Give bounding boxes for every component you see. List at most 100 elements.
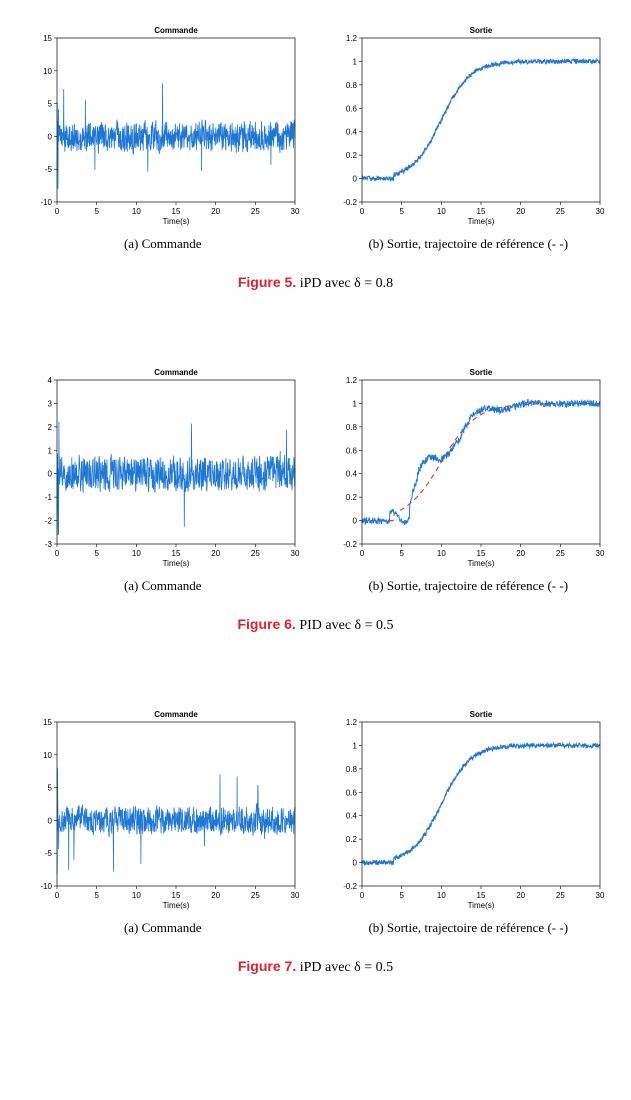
- subcaption-left: (a) Commande: [124, 578, 202, 594]
- svg-text:25: 25: [251, 891, 260, 900]
- svg-text:0.6: 0.6: [346, 446, 358, 455]
- svg-text:0: 0: [47, 816, 52, 825]
- svg-text:-3: -3: [45, 540, 53, 549]
- figure-number: Figure 6.: [237, 616, 295, 632]
- figure-caption-text: iPD avec δ = 0.5: [296, 960, 393, 975]
- subcaption-right: (b) Sortie, trajectoire de référence (- …: [368, 920, 568, 936]
- svg-text:25: 25: [251, 207, 260, 216]
- svg-text:Sortie: Sortie: [470, 368, 493, 377]
- svg-text:1: 1: [353, 741, 358, 750]
- svg-text:Commande: Commande: [154, 710, 198, 719]
- svg-text:0.4: 0.4: [346, 812, 358, 821]
- svg-text:0.4: 0.4: [346, 470, 358, 479]
- svg-text:-10: -10: [40, 882, 52, 891]
- svg-text:30: 30: [290, 207, 299, 216]
- svg-text:0.8: 0.8: [346, 81, 358, 90]
- svg-text:10: 10: [43, 751, 52, 760]
- svg-text:1.2: 1.2: [346, 376, 358, 385]
- figure-row: Commande051015202530-3-2-101234Time(s)(a…: [20, 362, 611, 594]
- svg-text:5: 5: [400, 891, 405, 900]
- figure-caption-text: PID avec δ = 0.5: [296, 618, 394, 633]
- figure-caption: Figure 5. iPD avec δ = 0.8: [20, 274, 611, 292]
- svg-text:20: 20: [516, 891, 525, 900]
- svg-text:0: 0: [360, 891, 365, 900]
- svg-text:10: 10: [132, 891, 141, 900]
- svg-text:20: 20: [211, 207, 220, 216]
- svg-text:30: 30: [596, 207, 605, 216]
- svg-text:Time(s): Time(s): [162, 559, 189, 568]
- svg-text:-2: -2: [45, 517, 53, 526]
- svg-text:Time(s): Time(s): [468, 559, 495, 568]
- svg-text:1: 1: [353, 57, 358, 66]
- svg-text:15: 15: [477, 549, 486, 558]
- svg-text:Time(s): Time(s): [468, 901, 495, 910]
- panel-commande: Commande051015202530-10-5051015Time(s)(a…: [20, 704, 306, 936]
- figure-caption: Figure 6. PID avec δ = 0.5: [20, 616, 611, 634]
- figure-caption-text: iPD avec δ = 0.8: [296, 276, 393, 291]
- figure-number: Figure 5.: [238, 274, 296, 290]
- panel-sortie: Sortie051015202530-0.200.20.40.60.811.2T…: [326, 704, 612, 936]
- svg-text:10: 10: [132, 207, 141, 216]
- svg-text:Time(s): Time(s): [162, 901, 189, 910]
- svg-text:30: 30: [596, 891, 605, 900]
- svg-text:1: 1: [353, 399, 358, 408]
- svg-text:-0.2: -0.2: [343, 882, 357, 891]
- subcaption-right: (b) Sortie, trajectoire de référence (- …: [368, 236, 568, 252]
- panel-sortie: Sortie051015202530-0.200.20.40.60.811.2T…: [326, 362, 612, 594]
- svg-text:2: 2: [47, 423, 52, 432]
- svg-text:10: 10: [437, 891, 446, 900]
- panel-commande: Commande051015202530-3-2-101234Time(s)(a…: [20, 362, 306, 594]
- svg-text:0: 0: [353, 859, 358, 868]
- figure-block-5: Commande051015202530-10-5051015Time(s)(a…: [20, 20, 611, 292]
- svg-text:15: 15: [477, 207, 486, 216]
- svg-text:Time(s): Time(s): [162, 217, 189, 226]
- subcaption-right: (b) Sortie, trajectoire de référence (- …: [368, 578, 568, 594]
- svg-text:Commande: Commande: [154, 368, 198, 377]
- panel-commande: Commande051015202530-10-5051015Time(s)(a…: [20, 20, 306, 252]
- svg-text:0.8: 0.8: [346, 423, 358, 432]
- svg-text:0: 0: [360, 207, 365, 216]
- svg-text:-0.2: -0.2: [343, 198, 357, 207]
- svg-text:20: 20: [516, 549, 525, 558]
- svg-text:0.6: 0.6: [346, 104, 358, 113]
- svg-text:30: 30: [290, 891, 299, 900]
- svg-text:1: 1: [47, 446, 52, 455]
- svg-text:0: 0: [353, 517, 358, 526]
- svg-text:5: 5: [94, 891, 99, 900]
- svg-text:25: 25: [251, 549, 260, 558]
- svg-text:0.2: 0.2: [346, 835, 358, 844]
- svg-text:20: 20: [211, 891, 220, 900]
- svg-text:5: 5: [47, 784, 52, 793]
- subcaption-left: (a) Commande: [124, 920, 202, 936]
- svg-text:0.8: 0.8: [346, 765, 358, 774]
- svg-text:10: 10: [43, 67, 52, 76]
- svg-text:4: 4: [47, 376, 52, 385]
- svg-text:30: 30: [596, 549, 605, 558]
- svg-text:15: 15: [171, 891, 180, 900]
- svg-text:Sortie: Sortie: [470, 26, 493, 35]
- svg-text:25: 25: [556, 549, 565, 558]
- svg-text:5: 5: [94, 549, 99, 558]
- figure-block-7: Commande051015202530-10-5051015Time(s)(a…: [20, 704, 611, 976]
- svg-text:5: 5: [400, 549, 405, 558]
- svg-text:0.4: 0.4: [346, 128, 358, 137]
- svg-text:15: 15: [477, 891, 486, 900]
- svg-text:5: 5: [400, 207, 405, 216]
- svg-text:10: 10: [437, 207, 446, 216]
- svg-text:10: 10: [132, 549, 141, 558]
- svg-text:10: 10: [437, 549, 446, 558]
- svg-text:25: 25: [556, 891, 565, 900]
- svg-text:20: 20: [211, 549, 220, 558]
- svg-text:3: 3: [47, 399, 52, 408]
- svg-text:0: 0: [55, 891, 60, 900]
- svg-text:-5: -5: [45, 165, 53, 174]
- figure-caption: Figure 7. iPD avec δ = 0.5: [20, 958, 611, 976]
- svg-text:0.2: 0.2: [346, 493, 358, 502]
- svg-text:1.2: 1.2: [346, 34, 358, 43]
- svg-text:Sortie: Sortie: [470, 710, 493, 719]
- svg-text:0: 0: [47, 470, 52, 479]
- svg-text:15: 15: [43, 34, 52, 43]
- svg-text:Commande: Commande: [154, 26, 198, 35]
- svg-text:5: 5: [47, 100, 52, 109]
- svg-text:0: 0: [360, 549, 365, 558]
